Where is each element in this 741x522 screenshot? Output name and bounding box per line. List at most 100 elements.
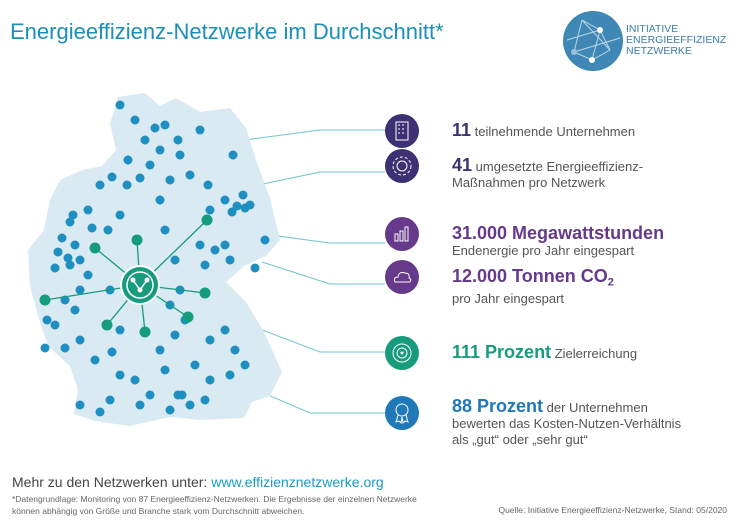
location-dot: [160, 120, 170, 130]
target-icon: [385, 336, 419, 370]
location-dot: [107, 347, 117, 357]
stat-text: Endenergie pro Jahr eingespart: [452, 243, 635, 258]
network-member-dot: [131, 234, 143, 246]
location-dot: [240, 360, 250, 370]
page-title: Energieeffizienz-Netzwerke im Durchschni…: [10, 19, 444, 44]
stat-3: 31.000 Megawattstunden Endenergie pro Jah…: [452, 223, 665, 259]
location-dot: [205, 205, 215, 215]
location-dot: [95, 180, 105, 190]
network-member-dot: [201, 214, 213, 226]
location-dot: [130, 115, 140, 125]
location-dot: [63, 253, 73, 263]
location-dot: [50, 263, 60, 273]
network-member-dot: [139, 326, 151, 338]
cloud-icon: [385, 260, 419, 294]
location-dot: [70, 240, 80, 250]
building-icon: [385, 114, 419, 148]
location-dot: [238, 190, 248, 200]
location-dot: [185, 170, 195, 180]
germany-outline: [28, 93, 282, 426]
network-member-dot: [39, 294, 51, 306]
location-dot: [155, 345, 165, 355]
location-dot: [105, 395, 115, 405]
stat-4: 12.000 Tonnen CO2 pro Jahr eingespart: [452, 266, 614, 307]
stat-1: 11 teilnehmende Unternehmen: [452, 120, 636, 140]
location-dot: [60, 343, 70, 353]
location-dot: [175, 150, 185, 160]
location-dot: [42, 315, 52, 325]
location-dot: [165, 175, 175, 185]
location-dot: [115, 210, 125, 220]
location-dot: [65, 217, 75, 227]
bar-chart-icon: [385, 217, 419, 251]
logo-line: NETZWERKE: [626, 45, 692, 57]
location-dot: [185, 400, 195, 410]
gear-icon: [385, 149, 419, 183]
stat-text: der Unternehmen: [546, 400, 648, 415]
location-dot: [195, 125, 205, 135]
stat-value: 31.000 Megawattstunden: [452, 223, 665, 243]
location-dot: [220, 195, 230, 205]
source-note: Quelle: Initiative Energieeffizienz-Netz…: [498, 505, 727, 515]
stat-text: Zielerreichung: [554, 346, 638, 361]
stat-6: 88 Prozent der Unternehmen bewerten das K…: [452, 397, 682, 448]
location-dot: [205, 375, 215, 385]
location-dot: [75, 285, 85, 295]
location-dot: [83, 270, 93, 280]
stat-value: 11: [452, 120, 472, 140]
stat-5: 111 Prozent Zielerreichung: [452, 343, 638, 362]
location-dot: [227, 207, 237, 217]
location-dot: [165, 405, 175, 415]
footnote-line: *Datengrundlage: Monitoring von 87 Energ…: [12, 494, 417, 504]
logo-line: ENERGIEEFFIZIENZ: [626, 34, 727, 46]
location-dot: [145, 160, 155, 170]
logo-text: INITIATIVE ENERGIEEFFIZIENZ NETZWERKE: [626, 24, 726, 57]
location-dot: [40, 343, 50, 353]
stat-2: 41 umgesetzte Energieeffizienz- Maßnahmen…: [452, 156, 643, 191]
location-dot: [50, 320, 60, 330]
location-dot: [245, 200, 255, 210]
location-dot: [122, 180, 132, 190]
location-dot: [228, 150, 238, 160]
location-dot: [205, 335, 215, 345]
location-dot: [170, 330, 180, 340]
location-dot: [115, 370, 125, 380]
location-dot: [135, 173, 145, 183]
location-dot: [130, 375, 140, 385]
stat-text: teilnehmende Unternehmen: [474, 124, 636, 139]
stat-text: bewerten das Kosten-Nutzen-Verhältnis: [452, 416, 682, 431]
stat-subscript: 2: [607, 276, 614, 289]
network-member-dot: [89, 242, 101, 254]
more-info: Mehr zu den Netzwerken unter: www.effizi…: [12, 474, 384, 490]
location-dot: [260, 235, 270, 245]
location-dot: [90, 355, 100, 365]
location-dot: [225, 255, 235, 265]
location-dot: [250, 263, 260, 273]
network-hub: [39, 214, 213, 338]
stat-value: 12.000 Tonnen CO: [452, 266, 608, 286]
website-link[interactable]: www.effizienznetzwerke.org: [211, 474, 384, 490]
location-dot: [75, 400, 85, 410]
location-dot: [160, 365, 170, 375]
location-dot: [53, 247, 63, 257]
location-dot: [220, 240, 230, 250]
stat-text: pro Jahr eingespart: [452, 290, 565, 306]
logo-globe-icon: [563, 11, 623, 71]
location-dot: [68, 210, 78, 220]
stat-text: Maßnahmen pro Netzwerk: [452, 175, 606, 190]
location-dot: [123, 155, 133, 165]
location-dot: [155, 195, 165, 205]
location-dot: [135, 400, 145, 410]
germany-map: [28, 93, 385, 426]
location-dot: [115, 100, 125, 110]
location-dot: [200, 260, 210, 270]
location-dot: [170, 255, 180, 265]
location-dot: [70, 305, 80, 315]
location-dot: [150, 123, 160, 133]
location-dot: [177, 390, 187, 400]
location-dot: [155, 145, 165, 155]
location-dot: [232, 201, 242, 211]
location-dot: [203, 180, 213, 190]
network-hub-icon: [120, 265, 160, 305]
